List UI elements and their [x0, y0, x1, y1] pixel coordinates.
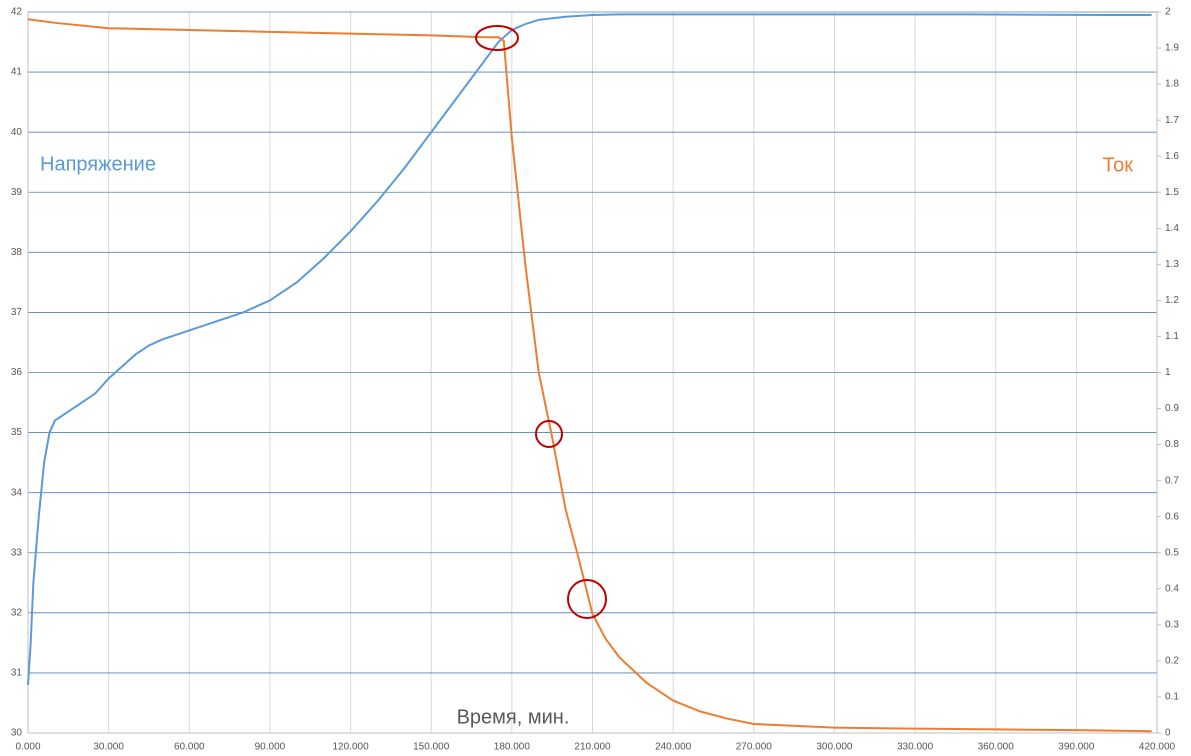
x-tick-label: 30.000 — [93, 742, 124, 753]
x-axis-label: Время, мин. — [457, 706, 570, 728]
y-tick-label: 31 — [11, 668, 23, 679]
y-tick-label: 32 — [11, 607, 23, 618]
series-label: Ток — [1102, 154, 1133, 176]
y2-tick-label: 0.1 — [1165, 692, 1179, 703]
y-tick-label: 40 — [11, 127, 23, 138]
data-line — [27, 18, 1152, 733]
y-tick-label: 36 — [11, 367, 23, 378]
y2-tick-label: 2 — [1165, 7, 1171, 18]
x-tick-label: 390.000 — [1058, 742, 1095, 753]
y2-tick-label: 0.8 — [1165, 439, 1179, 450]
x-tick-label: 240.000 — [655, 742, 692, 753]
x-tick-label: 180.000 — [494, 742, 531, 753]
y2-tick-label: 1.8 — [1165, 79, 1179, 90]
x-tick-label: 300.000 — [816, 742, 853, 753]
x-tick-label: 330.000 — [897, 742, 934, 753]
x-tick-label: 120.000 — [332, 742, 369, 753]
y-tick-label: 41 — [11, 67, 23, 78]
y2-tick-label: 1.6 — [1165, 151, 1179, 162]
series-label: Напряжение — [40, 153, 156, 175]
y-tick-label: 30 — [11, 728, 23, 739]
y2-tick-label: 0.3 — [1165, 619, 1179, 630]
y2-tick-label: 1.3 — [1165, 259, 1179, 270]
y2-tick-label: 1.9 — [1165, 43, 1179, 54]
x-tick-label: 60.000 — [174, 742, 205, 753]
y2-tick-label: 1.2 — [1165, 295, 1179, 306]
y-tick-label: 38 — [11, 247, 23, 258]
y2-tick-label: 1.1 — [1165, 331, 1179, 342]
grid: 0.000 30.000 60.000 90.000 120.000 150.000 180… — [11, 7, 1179, 753]
x-tick-label: 0.000 — [15, 742, 40, 753]
y-tick-label: 33 — [11, 547, 23, 558]
highlight-circle — [535, 420, 563, 448]
highlight-circle — [567, 579, 607, 619]
highlight-circle — [475, 25, 519, 51]
y2-tick-label: 0 — [1165, 728, 1171, 739]
y2-tick-label: 1 — [1165, 367, 1171, 378]
x-tick-label: 420.000 — [1139, 742, 1176, 753]
y2-tick-label: 0.4 — [1165, 583, 1179, 594]
y2-tick-label: 0.2 — [1165, 656, 1179, 667]
y2-tick-label: 1.4 — [1165, 223, 1179, 234]
y2-tick-label: 0.7 — [1165, 475, 1179, 486]
y2-tick-label: 0.6 — [1165, 511, 1179, 522]
y2-tick-label: 1.5 — [1165, 187, 1179, 198]
lines — [27, 13, 1152, 733]
y-tick-label: 39 — [11, 187, 23, 198]
y2-tick-label: 1.7 — [1165, 115, 1179, 126]
y-tick-label: 35 — [11, 427, 23, 438]
x-tick-label: 150.000 — [413, 742, 450, 753]
y-tick-label: 37 — [11, 307, 23, 318]
x-tick-label: 360.000 — [978, 742, 1015, 753]
y2-tick-label: 0.5 — [1165, 547, 1179, 558]
x-tick-label: 270.000 — [736, 742, 773, 753]
x-tick-label: 210.000 — [574, 742, 611, 753]
y2-tick-label: 0.9 — [1165, 403, 1179, 414]
y-tick-label: 42 — [11, 7, 23, 18]
data-line — [27, 13, 1152, 685]
x-tick-label: 90.000 — [255, 742, 286, 753]
y-tick-label: 34 — [11, 487, 23, 498]
